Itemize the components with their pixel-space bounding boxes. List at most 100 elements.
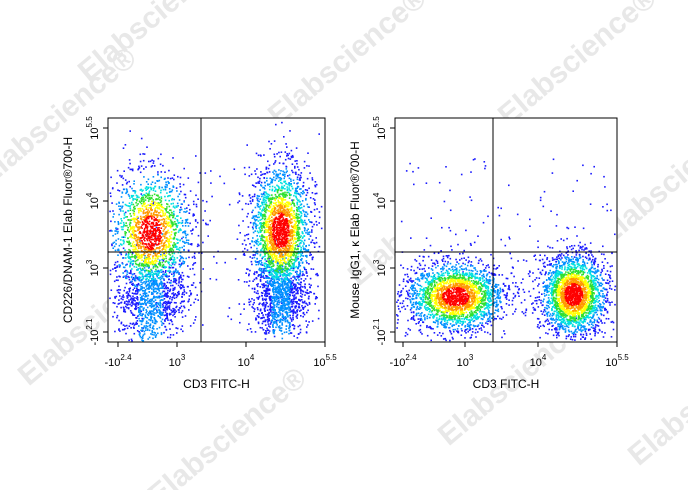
event-dot [172, 244, 174, 247]
event-dot [152, 160, 155, 162]
event-dot [154, 280, 157, 282]
event-dot [138, 211, 140, 214]
event-dot [172, 309, 175, 312]
event-dot [258, 261, 260, 263]
event-dot [248, 274, 250, 277]
event-dot [126, 297, 129, 299]
event-dot [256, 285, 259, 288]
event-dot [195, 203, 198, 206]
event-dot [120, 176, 123, 178]
event-dot [126, 216, 128, 218]
event-dot [273, 322, 276, 324]
event-dot [136, 284, 138, 286]
event-dot [289, 222, 292, 225]
event-dot [273, 286, 275, 289]
event-dot [166, 317, 168, 320]
event-dot [144, 299, 147, 301]
event-dot [124, 270, 126, 273]
event-dot [290, 288, 293, 291]
event-dot [140, 279, 142, 281]
event-dot [300, 215, 303, 217]
event-dot [279, 271, 281, 274]
event-dot [150, 268, 152, 271]
event-dot [259, 274, 261, 277]
event-dot [152, 283, 155, 286]
event-dot [286, 276, 288, 279]
event-dot [296, 275, 298, 278]
event-dot [143, 301, 146, 304]
event-dot [275, 282, 277, 284]
event-dot [293, 298, 296, 301]
event-dot [266, 285, 268, 288]
event-dot [125, 204, 128, 207]
event-dot [243, 303, 245, 305]
event-dot [274, 314, 277, 316]
event-dot [263, 177, 266, 179]
event-dot [285, 312, 287, 314]
event-dot [260, 181, 263, 184]
event-dot [177, 222, 180, 224]
event-dot [164, 214, 166, 216]
event-dot [138, 311, 141, 313]
event-dot [299, 195, 302, 198]
event-dot [288, 306, 291, 309]
event-dot [125, 277, 127, 280]
event-dot [209, 278, 212, 280]
event-dot [148, 197, 151, 199]
event-dot [288, 295, 290, 297]
event-dot [286, 191, 288, 194]
event-dot [116, 228, 119, 230]
event-dot [301, 193, 304, 195]
event-dot [118, 328, 120, 330]
event-dot [274, 312, 276, 315]
event-dot [299, 264, 302, 267]
event-dot [292, 211, 295, 213]
event-dot [271, 248, 274, 251]
event-dot [260, 260, 262, 262]
event-dot [252, 307, 255, 309]
event-dot [189, 243, 192, 245]
event-dot [155, 270, 157, 273]
event-dot [166, 215, 168, 218]
event-dot [283, 260, 286, 263]
event-dot [135, 266, 138, 268]
event-dot [296, 256, 299, 259]
event-dot [170, 233, 173, 236]
event-dot [267, 282, 269, 284]
event-dot [162, 299, 164, 301]
event-dot [292, 240, 295, 242]
event-dot [275, 175, 277, 177]
event-dot [303, 191, 305, 194]
event-dot [270, 311, 272, 313]
event-dot [126, 190, 129, 193]
event-dot [129, 213, 131, 215]
event-dot [320, 205, 323, 208]
event-dot [154, 257, 157, 260]
event-dot [253, 310, 256, 313]
event-dot [267, 249, 269, 251]
event-dot [161, 295, 164, 298]
event-dot [281, 202, 283, 205]
event-dot [269, 205, 272, 208]
event-dot [282, 193, 285, 195]
event-dot [277, 315, 280, 317]
event-dot [261, 295, 263, 297]
event-dot [154, 250, 156, 253]
event-dot [291, 301, 293, 303]
event-dot [258, 182, 260, 184]
event-dot [137, 314, 140, 317]
event-dot [173, 313, 176, 315]
event-dot [124, 179, 127, 181]
event-dot [320, 227, 323, 230]
event-dot [170, 225, 172, 228]
event-dot [262, 199, 265, 202]
event-dot [127, 252, 130, 254]
event-dot [280, 256, 282, 259]
event-dot [301, 237, 304, 239]
event-dot [291, 303, 293, 305]
event-dot [134, 275, 137, 277]
event-dot [170, 225, 173, 228]
event-dot [295, 192, 298, 195]
event-dot [264, 184, 267, 187]
event-dot [162, 207, 165, 209]
